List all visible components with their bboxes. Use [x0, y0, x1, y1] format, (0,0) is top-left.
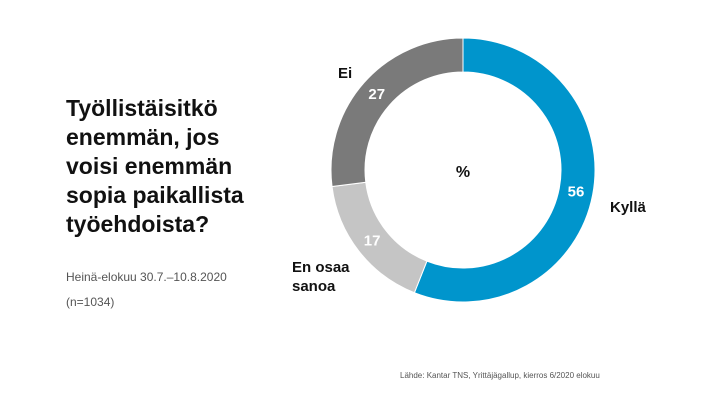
category-label-2: Ei	[338, 65, 352, 82]
sample-size: (n=1034)	[66, 295, 115, 309]
slice-0	[413, 37, 596, 303]
value-label-2: 27	[368, 86, 385, 103]
chart-title: Työllistäisitkö enemmän, jos voisi enemm…	[66, 95, 244, 237]
category-label-0: Kyllä	[610, 199, 647, 216]
value-label-0: 56	[568, 184, 585, 201]
value-label-1: 17	[364, 232, 381, 249]
unit-label: %	[456, 164, 470, 181]
category-labels-group: Kyllä En osaa sanoa Ei	[292, 65, 647, 295]
category-label-1: En osaa sanoa	[292, 259, 350, 295]
source-note: Lähde: Kantar TNS, Yrittäjägallup, kierr…	[400, 371, 600, 380]
survey-period: Heinä-elokuu 30.7.–10.8.2020	[66, 270, 227, 284]
slice-2	[330, 37, 464, 188]
slices-group	[330, 37, 596, 303]
value-labels-group: 56 17 27	[364, 86, 585, 250]
